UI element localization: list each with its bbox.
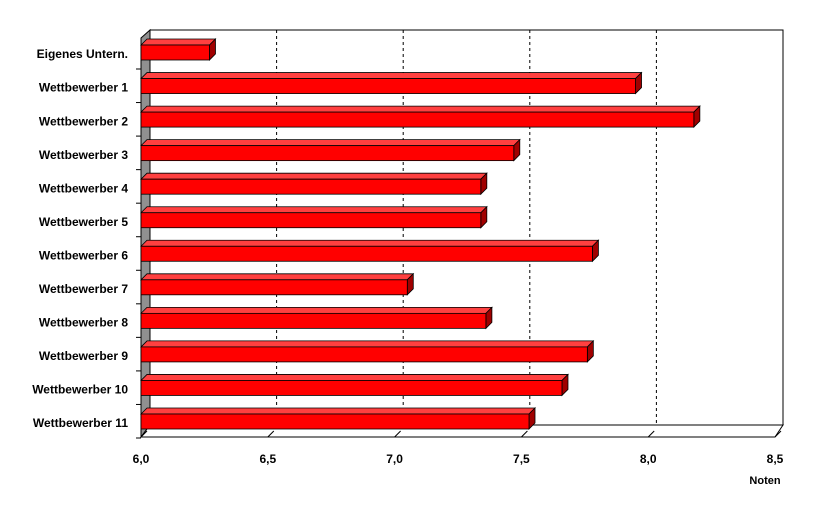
x-tick-label: 6,5 (259, 452, 276, 466)
y-tick-label: Wettbewerber 6 (39, 248, 128, 262)
bar (140, 346, 588, 363)
y-tick-label: Wettbewerber 2 (39, 114, 128, 128)
y-tick-label: Wettbewerber 1 (39, 81, 128, 95)
y-tick-label: Eigenes Untern. (37, 47, 128, 61)
bar-top (140, 105, 701, 113)
bar (140, 245, 593, 262)
bar (140, 111, 695, 128)
bar-top (140, 273, 415, 281)
x-tick (521, 430, 528, 438)
x-tick (647, 430, 655, 438)
bar-top (140, 38, 217, 46)
bar-top (140, 172, 488, 180)
bar (140, 44, 210, 61)
x-tick-label: 7,0 (386, 452, 403, 466)
y-tick-label: Wettbewerber 11 (33, 416, 128, 430)
x-tick-label: 8,0 (640, 452, 657, 466)
bar (140, 212, 482, 229)
x-tick-label: 7,5 (513, 452, 530, 466)
y-tick-label: Wettbewerber 7 (39, 282, 128, 296)
x-tick (774, 430, 782, 438)
bar (140, 145, 515, 162)
bar-top (140, 374, 569, 381)
bar (140, 78, 636, 94)
bar-top (140, 206, 488, 214)
bar-top (140, 72, 643, 79)
x-tick-label: 8,5 (767, 452, 784, 466)
bar-top (140, 306, 493, 314)
bar (140, 178, 482, 195)
y-tick-label: Wettbewerber 4 (39, 181, 128, 195)
bar (140, 312, 487, 329)
bar-top (140, 139, 521, 147)
y-tick-label: Wettbewerber 10 (32, 383, 128, 397)
bar (140, 380, 563, 396)
x-tick-label: 6,0 (133, 452, 150, 466)
bar-top (140, 340, 595, 348)
y-tick-label: Wettbewerber 9 (39, 349, 128, 363)
y-tick-label: Wettbewerber 3 (39, 148, 128, 162)
x-axis-label: Noten (749, 475, 780, 487)
y-tick-label: Wettbewerber 8 (39, 316, 128, 330)
x-tick (140, 430, 148, 438)
bar-top (140, 407, 536, 415)
bar (140, 279, 408, 296)
bar (140, 413, 530, 430)
bar-top (140, 239, 600, 247)
x-tick (394, 430, 401, 438)
x-tick (267, 430, 275, 438)
y-tick-label: Wettbewerber 5 (39, 215, 128, 229)
